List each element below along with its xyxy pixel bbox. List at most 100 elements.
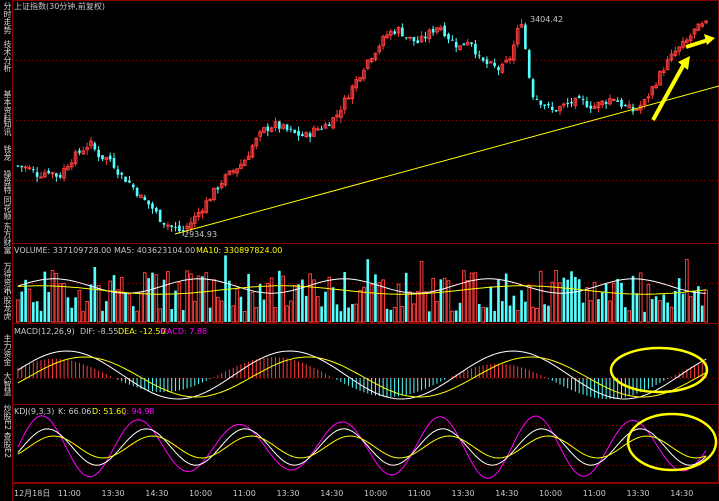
macd-dea-line	[17, 356, 707, 398]
candle-body	[358, 77, 362, 82]
volume-bar	[616, 278, 619, 322]
volume-bar	[481, 306, 485, 323]
volume-bar	[558, 282, 562, 323]
volume-bar	[674, 290, 677, 322]
trend-line	[174, 85, 719, 235]
candle-body	[312, 127, 316, 137]
volume-bar	[20, 291, 24, 322]
volume-bar	[281, 275, 286, 323]
candle-body	[519, 23, 524, 28]
candle-body	[570, 101, 573, 104]
candle-body	[73, 151, 78, 165]
candle-body	[273, 121, 278, 128]
volume-bar	[177, 282, 182, 323]
candle-body	[170, 225, 174, 227]
volume-bar	[669, 306, 674, 323]
candle-body	[692, 28, 697, 35]
sidebar-tab-8[interactable]: 万得资讯	[3, 262, 12, 294]
candle-body	[677, 46, 681, 52]
candle-body	[93, 143, 97, 150]
volume-bar	[497, 279, 500, 322]
volume-bar	[501, 301, 504, 322]
candle-body	[504, 59, 508, 63]
volume-bar	[620, 282, 623, 322]
volume-bar	[304, 295, 308, 322]
time-axis-label: 10:00	[539, 489, 562, 498]
candle-body	[331, 117, 335, 129]
candle-body	[81, 150, 86, 155]
volume-bar	[77, 289, 82, 323]
candle-body	[139, 194, 143, 199]
volume-bar	[666, 302, 669, 322]
kdj-annotation-ellipse	[626, 412, 718, 472]
sidebar-tab-13[interactable]: 查股E2	[3, 432, 12, 459]
candle-body	[231, 170, 236, 173]
sidebar-tab-7[interactable]: 东方财富	[3, 222, 12, 254]
volume-bar	[216, 296, 220, 323]
volume-bar	[374, 274, 377, 322]
candle-body	[642, 98, 647, 105]
candle-body	[101, 155, 104, 160]
arrow-right-icon	[685, 34, 715, 49]
volume-bar	[697, 286, 700, 322]
sidebar-tab-4[interactable]: 钱龙	[3, 145, 12, 161]
volume-bar	[408, 291, 412, 323]
volume-bar	[247, 273, 250, 322]
sidebar-tab-1[interactable]: 技术分析	[3, 40, 12, 72]
volume-bar	[297, 284, 300, 322]
candle-body	[204, 200, 209, 214]
candle-body	[470, 42, 473, 45]
sidebar-tab-10[interactable]: 主力资金	[3, 334, 12, 366]
sidebar-tab-2[interactable]: 基本资料	[3, 90, 12, 122]
candle-body	[497, 67, 500, 71]
candle-body	[104, 156, 109, 160]
candle-body	[308, 133, 312, 137]
sidebar-tab-0[interactable]: 分时走势	[3, 2, 12, 34]
price-high-label: 3404.42	[530, 15, 563, 24]
volume-bar	[181, 310, 185, 322]
candle-body	[589, 105, 593, 109]
candle-body	[369, 58, 374, 63]
candle-body	[50, 172, 55, 175]
price-low-label: 2934.93	[184, 230, 217, 239]
volume-bar	[301, 279, 304, 322]
candle-body	[174, 226, 177, 228]
candle-body	[600, 100, 605, 106]
sidebar-tab-12[interactable]: 炒股E2	[3, 404, 12, 431]
volume-bar	[604, 283, 608, 322]
volume-bar	[600, 291, 604, 322]
volume-bar	[62, 282, 66, 323]
volume-bar	[54, 273, 59, 323]
candle-body	[427, 29, 432, 40]
candle-body	[43, 172, 47, 178]
candle-body	[611, 98, 616, 101]
sidebar-tab-9[interactable]: 个股龙虎	[3, 288, 12, 320]
volume-bar	[469, 272, 474, 323]
sidebar-tab-3[interactable]: 知讯	[3, 120, 12, 136]
volume-bar	[650, 299, 654, 322]
volume-bar	[400, 305, 405, 323]
volume-bar	[89, 284, 93, 322]
sidebar-tab-11[interactable]: 大智慧	[3, 372, 12, 396]
volume-bar	[450, 310, 455, 323]
volume-bar	[239, 296, 243, 322]
volume-bar	[158, 308, 162, 323]
sidebar-tab-5[interactable]: 操盘特	[3, 170, 12, 194]
volume-bar	[135, 310, 139, 323]
time-axis-label: 14:30	[145, 489, 168, 498]
volume-bar	[196, 275, 201, 323]
candle-body	[147, 200, 150, 205]
candle-body	[474, 43, 477, 55]
volume-bar	[351, 304, 354, 322]
volume-bar	[208, 307, 212, 322]
time-axis-label: 14:30	[320, 489, 343, 498]
candle-body	[242, 160, 247, 167]
volume-bar	[366, 259, 370, 322]
volume-bar	[566, 279, 569, 322]
sidebar-tab-6[interactable]: 同花顺	[3, 196, 12, 220]
candle-body	[254, 137, 259, 147]
volume-ma5-label: MA5: 403623104.00	[114, 246, 195, 255]
volume-bar	[212, 279, 216, 323]
volume-bar	[419, 260, 424, 323]
